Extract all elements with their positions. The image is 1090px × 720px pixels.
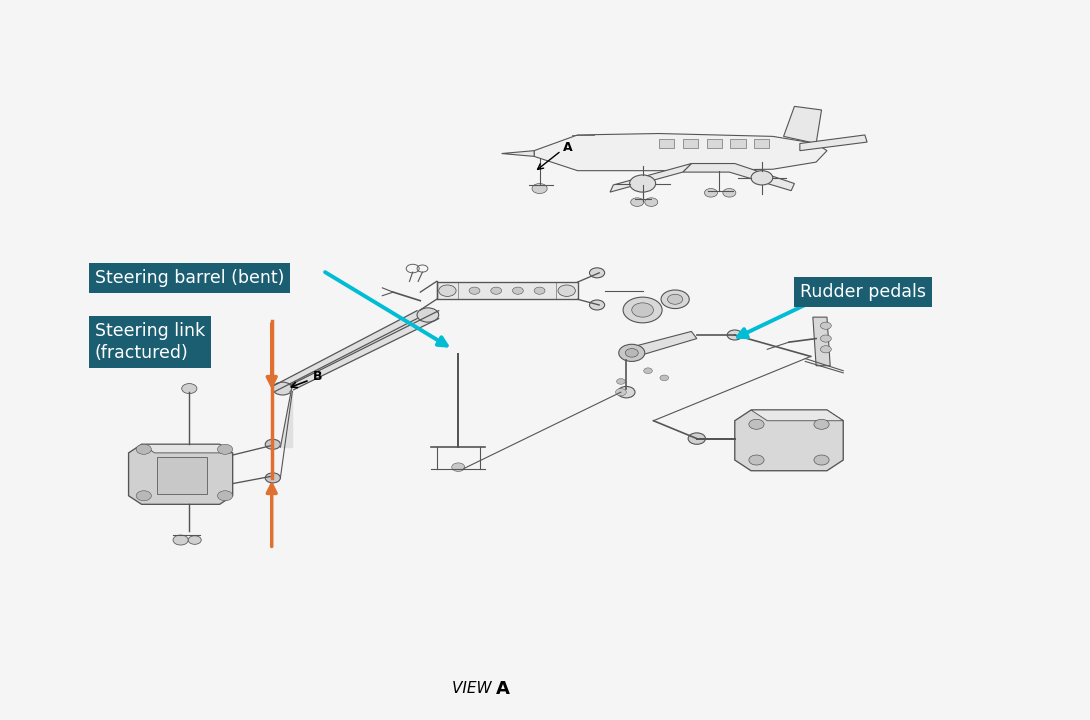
Circle shape	[189, 536, 202, 544]
Circle shape	[667, 294, 682, 305]
Circle shape	[749, 419, 764, 429]
Circle shape	[618, 387, 635, 398]
Circle shape	[821, 346, 832, 353]
Circle shape	[173, 535, 189, 545]
Circle shape	[821, 335, 832, 342]
Polygon shape	[623, 331, 697, 359]
Bar	[157, 457, 207, 495]
Circle shape	[821, 322, 832, 329]
Bar	[682, 138, 698, 148]
Circle shape	[632, 303, 653, 317]
Text: B: B	[313, 370, 323, 383]
Circle shape	[490, 287, 501, 294]
Polygon shape	[534, 133, 827, 171]
Polygon shape	[751, 410, 844, 420]
Text: Rudder pedals: Rudder pedals	[800, 283, 925, 301]
Circle shape	[616, 389, 627, 396]
Circle shape	[814, 419, 829, 429]
Circle shape	[661, 290, 689, 309]
Polygon shape	[280, 385, 292, 447]
Circle shape	[136, 444, 152, 454]
Bar	[754, 138, 770, 148]
Polygon shape	[800, 135, 867, 150]
Circle shape	[749, 455, 764, 465]
Polygon shape	[682, 163, 795, 191]
Polygon shape	[735, 410, 844, 471]
Circle shape	[623, 297, 662, 323]
Bar	[706, 138, 722, 148]
Circle shape	[644, 368, 652, 374]
Circle shape	[265, 473, 280, 483]
Polygon shape	[501, 150, 534, 156]
Circle shape	[704, 189, 717, 197]
Circle shape	[534, 287, 545, 294]
Circle shape	[272, 382, 292, 395]
Circle shape	[438, 285, 456, 297]
Polygon shape	[275, 318, 438, 392]
Polygon shape	[129, 444, 232, 504]
Circle shape	[619, 344, 645, 361]
Circle shape	[417, 308, 438, 322]
Text: Steering barrel (bent): Steering barrel (bent)	[95, 269, 284, 287]
Bar	[730, 138, 746, 148]
Circle shape	[218, 491, 232, 500]
Circle shape	[512, 287, 523, 294]
Circle shape	[265, 439, 280, 449]
Circle shape	[590, 300, 605, 310]
Circle shape	[136, 491, 152, 500]
Circle shape	[727, 330, 742, 340]
Circle shape	[451, 463, 464, 472]
Circle shape	[688, 433, 705, 444]
Circle shape	[558, 285, 576, 297]
Circle shape	[630, 175, 655, 192]
Circle shape	[626, 348, 639, 357]
Circle shape	[469, 287, 480, 294]
Circle shape	[617, 379, 626, 384]
Text: VIEW: VIEW	[451, 681, 496, 696]
Polygon shape	[784, 107, 822, 143]
Circle shape	[532, 184, 547, 194]
Circle shape	[631, 198, 644, 207]
Circle shape	[814, 455, 829, 465]
Circle shape	[645, 198, 657, 207]
Polygon shape	[275, 311, 438, 385]
Circle shape	[590, 268, 605, 278]
Polygon shape	[142, 444, 232, 453]
Circle shape	[751, 171, 773, 185]
Polygon shape	[813, 317, 831, 366]
Text: A: A	[496, 680, 510, 698]
Polygon shape	[610, 163, 691, 192]
Bar	[658, 138, 674, 148]
Circle shape	[218, 444, 232, 454]
Circle shape	[723, 189, 736, 197]
Text: Steering link
(fractured): Steering link (fractured)	[95, 322, 205, 362]
Circle shape	[659, 375, 668, 381]
Bar	[437, 282, 578, 300]
Circle shape	[182, 384, 197, 394]
Text: A: A	[564, 140, 573, 153]
